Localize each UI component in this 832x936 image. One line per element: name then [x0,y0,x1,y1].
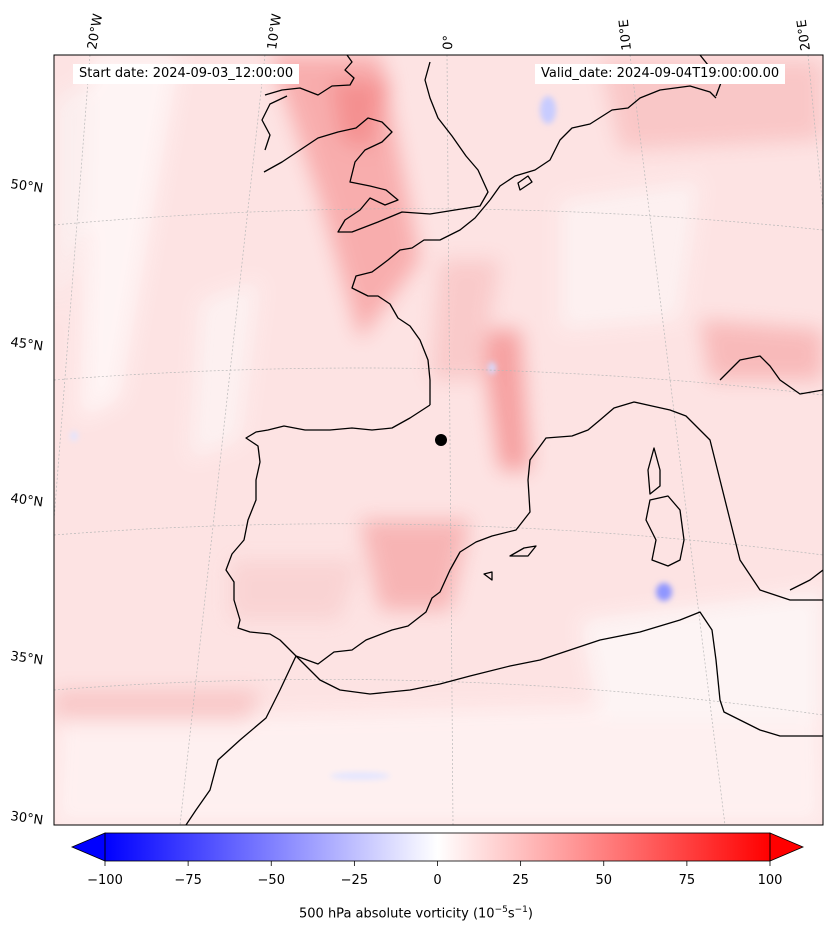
lat-label-50n: 50°N [9,177,44,196]
lon-label-0: 0° [441,35,457,50]
lat-label-40n: 40°N [9,491,44,510]
longitude-labels: 20°W 10°W 0° 10°E 20°E [85,13,814,52]
colorbar-tick-label: 50 [595,873,612,888]
colorbar-title: 500 hPa absolute vorticity (10−5s−1) [299,905,533,922]
lon-label-20e: 20°E [795,18,814,51]
colorbar-title-text: 500 hPa absolute vorticity [299,906,469,922]
valid-date-label: Valid_date: 2024-09-04T19:00:00.00 [535,64,786,84]
colorbar-min-arrow [70,832,106,862]
colorbar-tick-label: −50 [258,873,285,888]
colorbar-tick-label: 75 [679,873,696,888]
lon-label-10e: 10°E [617,18,635,51]
location-marker [435,434,447,446]
map-frame [53,54,824,826]
colorbar-tick-label: 0 [433,873,441,888]
lat-label-30n: 30°N [9,809,44,828]
colorbar-unit-s: s [507,906,515,922]
colorbar: −100 −75 −50 −25 0 25 50 75 100 [70,832,805,888]
coastline [185,55,823,825]
graticule [54,55,823,825]
vorticity-field [54,55,823,825]
lon-label-10w: 10°W [265,13,285,51]
colorbar-unit-exp1: −5 [494,905,508,915]
colorbar-tick-label: −25 [341,873,368,888]
colorbar-body [105,833,770,861]
latitude-labels: 50°N 45°N 40°N 35°N 30°N [9,177,44,828]
colorbar-unit-base: 10 [478,906,495,922]
colorbar-tick-label: −75 [174,873,201,888]
lat-label-45n: 45°N [9,335,44,354]
colorbar-tick-label: 100 [758,873,783,888]
start-date-label: Start date: 2024-09-03_12:00:00 [73,64,300,84]
colorbar-max-arrow [769,832,805,862]
colorbar-tick-label: −100 [87,873,123,888]
colorbar-unit-exp2: −1 [514,905,528,915]
colorbar-ticks: −100 −75 −50 −25 0 25 50 75 100 [87,861,782,888]
colorbar-tick-label: 25 [512,873,529,888]
lat-label-35n: 35°N [9,649,44,668]
lon-label-20w: 20°W [85,13,106,51]
